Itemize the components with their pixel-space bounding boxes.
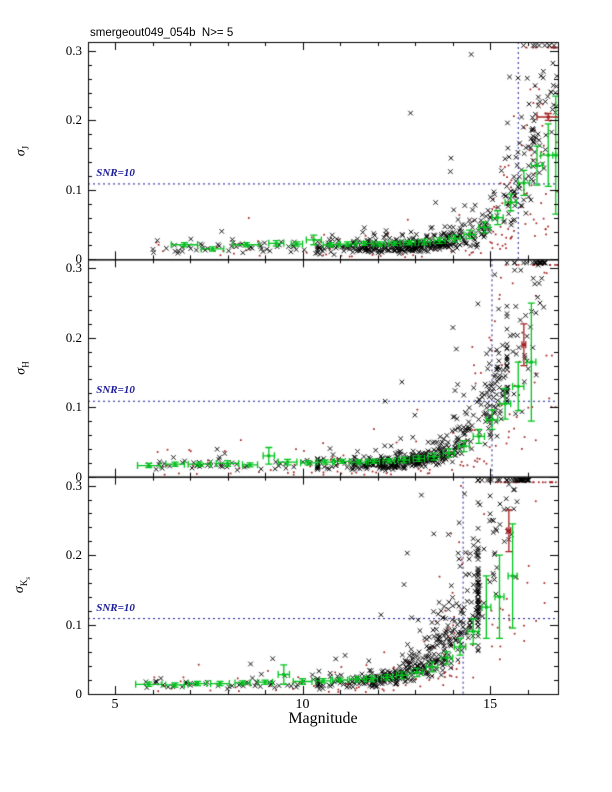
y-tick-label: 0.2 — [65, 547, 82, 563]
snr-threshold-label: SNR=10 — [96, 384, 135, 397]
y-axis-title: σJ — [13, 145, 31, 156]
y-axis-title: σH — [13, 361, 31, 375]
x-tick-label: 5 — [111, 697, 119, 712]
y-tick-label: 0.3 — [65, 477, 82, 493]
y-tick-label: 0.2 — [65, 329, 82, 345]
snr-threshold-label: SNR=10 — [96, 166, 135, 179]
y-tick-label: 0.1 — [65, 181, 82, 197]
y-tick-label: 0.1 — [65, 616, 82, 632]
x-axis-title: Magnitude — [288, 710, 358, 727]
y-tick-label: 0.2 — [65, 112, 82, 128]
y-axis-title: σKs — [12, 577, 32, 594]
y-tick-label: 0 — [75, 686, 83, 701]
y-tick-label: 0.3 — [65, 43, 82, 59]
y-tick-label: 0.1 — [65, 399, 82, 415]
y-tick-label: 0 — [75, 251, 83, 267]
x-tick-label: 15 — [483, 697, 498, 712]
y-tick-label: 0.3 — [65, 260, 82, 276]
snr-threshold-label: SNR=10 — [96, 601, 135, 614]
x-tick-label: 10 — [295, 697, 310, 712]
y-tick-label: 0 — [75, 468, 83, 484]
chart-title: smergeout049_054b N>= 5 — [90, 27, 234, 39]
